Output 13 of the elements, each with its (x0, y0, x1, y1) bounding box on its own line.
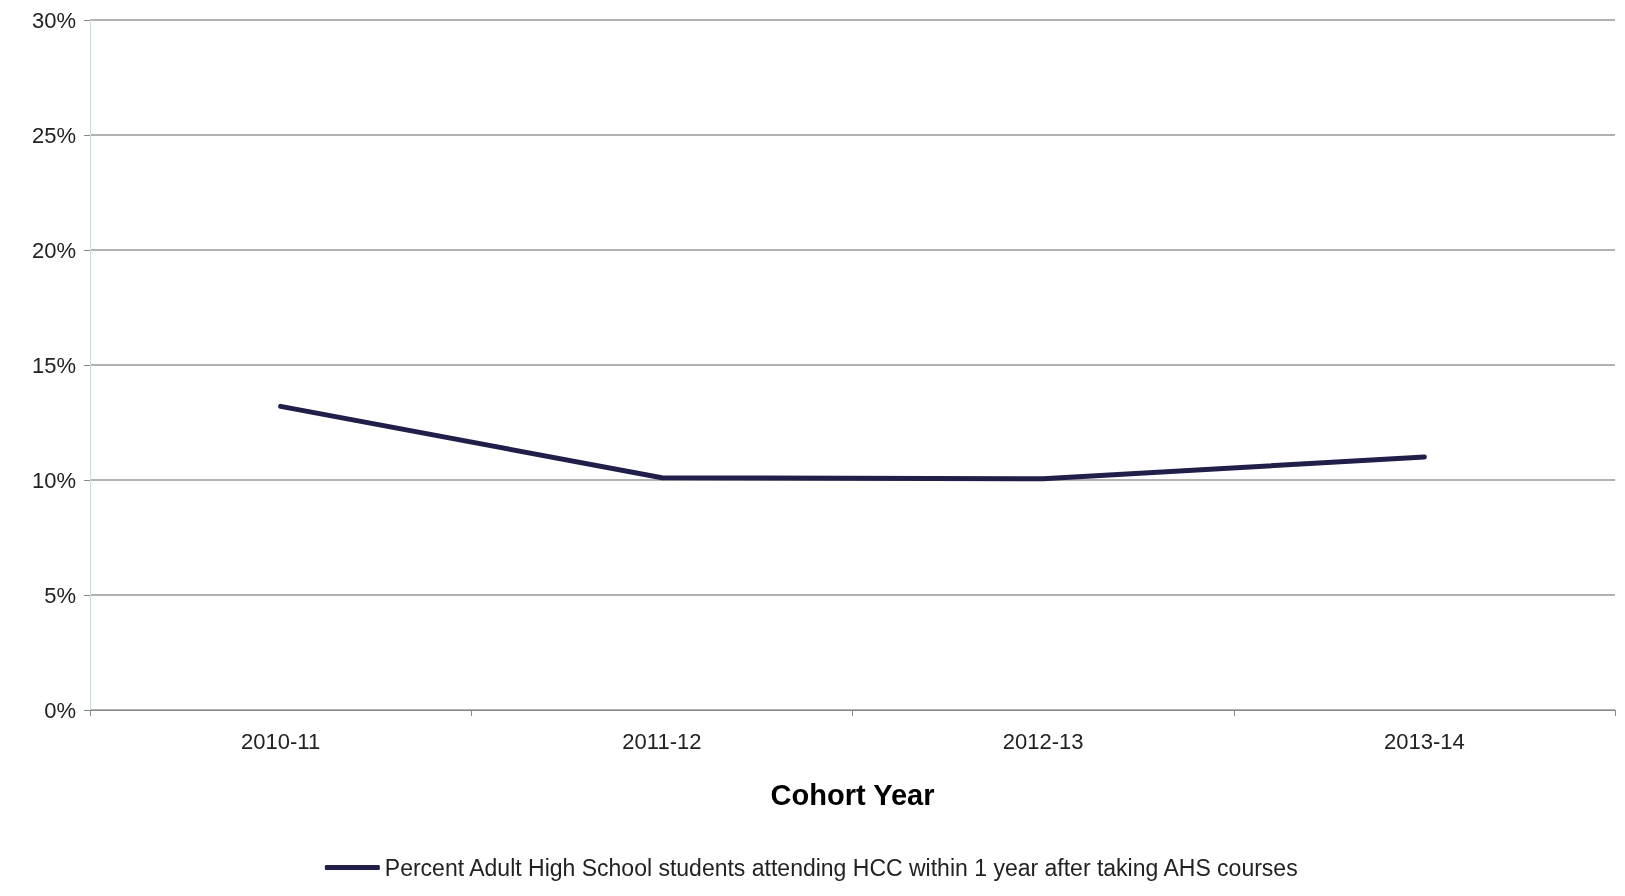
x-axis-title: Cohort Year (770, 778, 935, 811)
y-tick-label: 10% (31, 467, 76, 493)
y-tick-label: 15% (31, 352, 76, 378)
y-tick-label: 20% (31, 237, 76, 263)
x-tick-label: 2013-14 (1384, 728, 1465, 754)
y-tick-label: 5% (44, 582, 76, 608)
x-tick-label: 2011-12 (622, 728, 702, 754)
y-tick-label: 25% (31, 122, 76, 148)
x-tick-label: 2012-13 (1002, 728, 1084, 754)
legend-label: Percent Adult High School students attending HCC within 1 year after taking AHS courses (384, 854, 1298, 881)
y-tick-label: 0% (44, 697, 76, 723)
x-tick-label: 2010-11 (241, 728, 321, 754)
y-tick-label: 30% (31, 7, 76, 33)
